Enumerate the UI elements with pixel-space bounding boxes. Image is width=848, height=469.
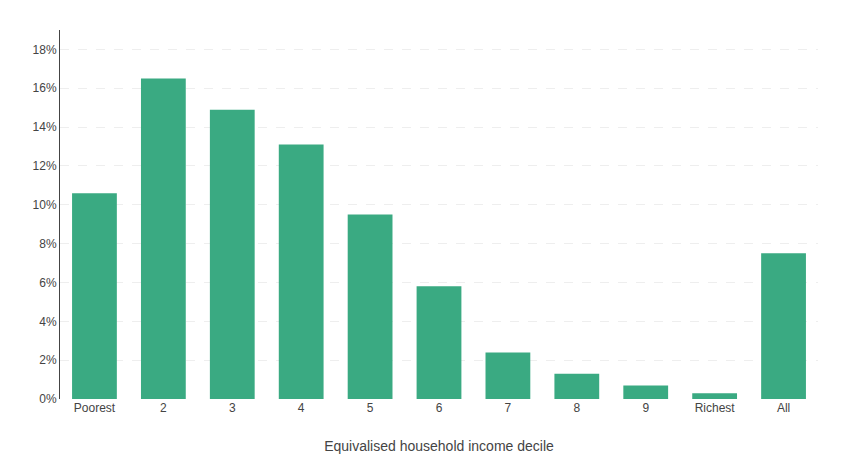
svg-text:Equivalised household income d: Equivalised household income decile — [324, 438, 554, 454]
svg-text:All: All — [777, 401, 790, 415]
svg-text:18%: 18% — [33, 43, 57, 57]
svg-text:4%: 4% — [39, 315, 57, 329]
svg-text:12%: 12% — [33, 159, 57, 173]
svg-text:Poorest: Poorest — [74, 401, 116, 415]
svg-text:6: 6 — [436, 401, 443, 415]
svg-text:8%: 8% — [39, 237, 57, 251]
svg-text:2: 2 — [160, 401, 167, 415]
svg-text:5: 5 — [367, 401, 374, 415]
svg-text:6%: 6% — [39, 276, 57, 290]
svg-text:8: 8 — [573, 401, 580, 415]
svg-text:14%: 14% — [33, 120, 57, 134]
svg-text:7: 7 — [505, 401, 512, 415]
svg-text:10%: 10% — [33, 198, 57, 212]
svg-text:2%: 2% — [39, 353, 57, 367]
svg-text:9: 9 — [642, 401, 649, 415]
svg-text:0%: 0% — [39, 392, 57, 406]
svg-text:Richest: Richest — [695, 401, 736, 415]
svg-text:16%: 16% — [33, 81, 57, 95]
svg-text:4: 4 — [298, 401, 305, 415]
svg-text:3: 3 — [229, 401, 236, 415]
